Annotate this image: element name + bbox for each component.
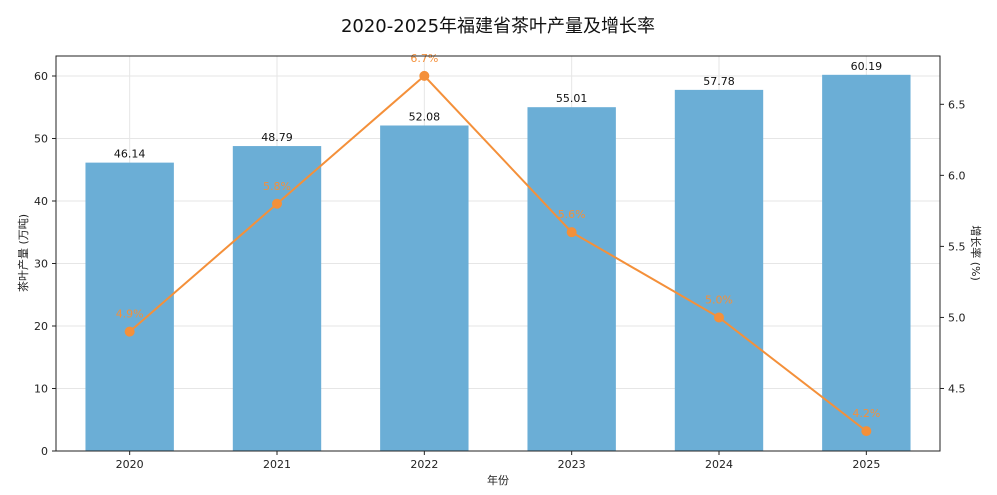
axis-layer: 0 10 20 30 40 50 60 4.5 5.0 5.5 6.0 6.5 2020 2021 2022…: [34, 55, 966, 471]
growth-value-label: 4.2%: [852, 407, 880, 420]
y-right-tick-label: 5.5: [948, 240, 966, 253]
x-tick-label: 2021: [263, 458, 291, 471]
bar-2023: [527, 107, 616, 451]
y-right-tick-label: 6.0: [948, 169, 966, 182]
growth-value-label: 5.6%: [558, 208, 586, 221]
growth-point-2022: [419, 70, 430, 81]
y-axis-right-label: 增长率 (%): [969, 225, 983, 281]
bar-value-label: 46.14: [114, 148, 146, 161]
y-left-tick-label: 10: [34, 383, 48, 396]
bar-2021: [232, 146, 322, 451]
y-left-tick-label: 30: [34, 258, 48, 271]
bar-value-label: 60.19: [851, 60, 883, 73]
growth-value-label: 5.8%: [263, 180, 291, 193]
y-right-tick-label: 6.5: [948, 98, 966, 111]
x-tick-label: 2020: [116, 458, 144, 471]
growth-point-2020: [124, 326, 135, 337]
y-axis-left-label: 茶叶产量 (万吨): [16, 214, 30, 292]
bar-2025: [822, 74, 911, 451]
growth-point-2024: [714, 312, 724, 323]
plot-frame: [55, 55, 941, 452]
y-left-tick-label: 0: [41, 445, 48, 458]
growth-rate-line: [129, 74, 867, 432]
line-layer: 4.9% 5.8% 6.7% 5.6% 5.0% 4.2%: [116, 52, 880, 437]
y-right-tick-label: 5.0: [948, 311, 966, 324]
y-left-tick-label: 50: [34, 133, 48, 146]
y-left-tick-label: 40: [34, 195, 48, 208]
x-tick-label: 2023: [558, 458, 586, 471]
bar-2022: [380, 125, 469, 451]
growth-value-label: 4.9%: [116, 308, 144, 321]
bar-value-label: 52.08: [409, 111, 441, 124]
y-left-tick-label: 20: [34, 320, 48, 333]
growth-value-label: 5.0%: [705, 293, 733, 306]
x-tick-label: 2022: [410, 458, 438, 471]
bar-layer: 46.14 48.79 52.08 55.01 57.78 60.19: [85, 60, 911, 451]
bar-value-label: 57.78: [703, 75, 735, 88]
chart-title: 2020-2025年福建省茶叶产量及增长率: [341, 16, 655, 37]
growth-point-2021: [272, 198, 282, 209]
growth-value-label: 6.7%: [410, 52, 438, 65]
x-tick-label: 2025: [852, 458, 880, 471]
bar-value-label: 55.01: [556, 92, 588, 105]
bar-2024: [674, 89, 764, 451]
bar-value-label: 48.79: [261, 131, 293, 144]
x-tick-label: 2024: [705, 458, 733, 471]
y-left-tick-label: 60: [34, 70, 48, 83]
grid-layer: [56, 56, 940, 452]
y-right-tick-label: 4.5: [948, 382, 966, 395]
growth-point-2023: [566, 227, 577, 238]
x-axis-label: 年份: [487, 473, 509, 487]
growth-point-2025: [861, 426, 872, 437]
